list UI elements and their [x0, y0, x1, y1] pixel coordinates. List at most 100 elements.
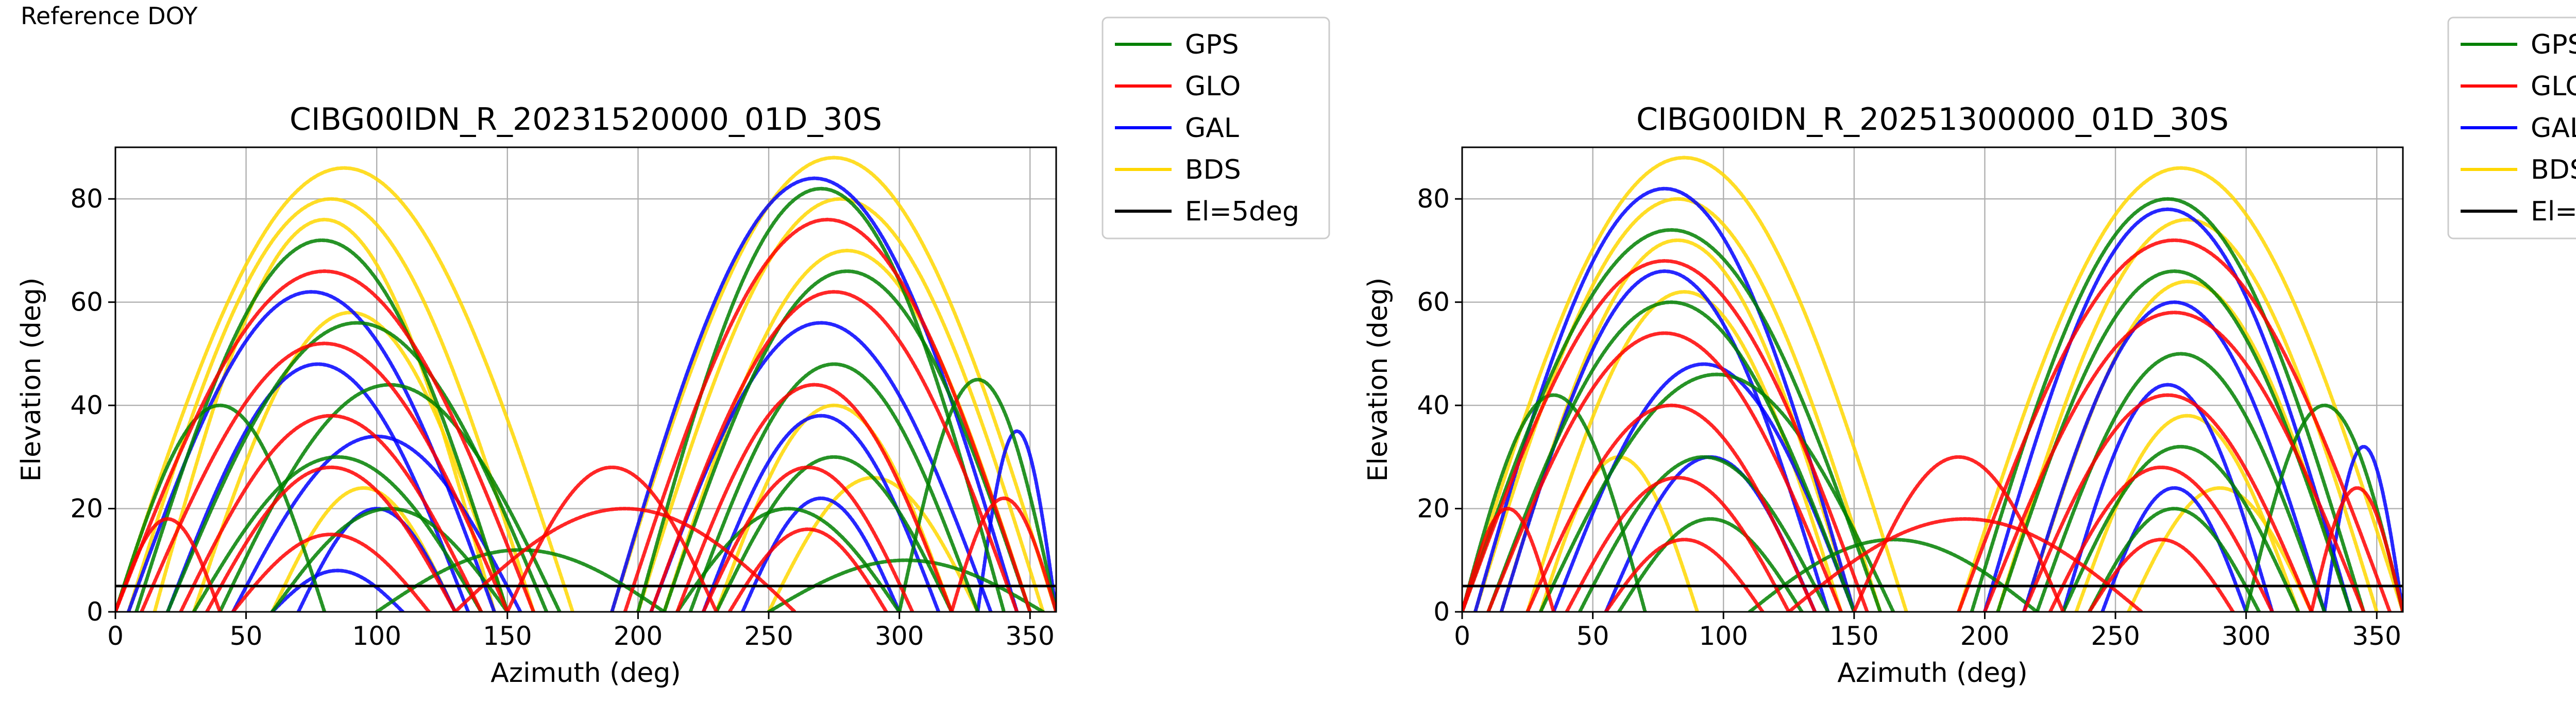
y-tick-label: 80 — [70, 184, 103, 214]
chart-title: CIBG00IDN_R_20251300000_01D_30S — [1636, 101, 2229, 138]
y-tick-label: 60 — [1417, 287, 1450, 317]
track-gal — [270, 569, 405, 612]
chart-panel-right: 0 50 100 150 200 250 300 350 0 20 40 60 80 CIBG00IDN_… — [1363, 16, 2576, 689]
y-tick-label: 20 — [70, 494, 103, 524]
track-gps — [1538, 372, 1895, 612]
y-tick-label: 40 — [1417, 390, 1450, 420]
plot-area — [1462, 156, 2403, 612]
track-glo — [205, 465, 457, 612]
track-bds — [2074, 414, 2300, 612]
track-gps — [1578, 455, 1830, 612]
x-tick-label: 200 — [614, 621, 663, 651]
track-glo — [1486, 331, 1843, 612]
track-glo — [1604, 538, 1765, 612]
track-glo — [1462, 259, 1869, 612]
track-glo — [950, 496, 1056, 612]
track-glo — [115, 517, 222, 612]
legend-label: GLO — [1185, 71, 1241, 102]
page-header-label: Reference DOY — [21, 2, 198, 30]
track-gal — [2061, 383, 2274, 612]
x-axis-label: Azimuth (deg) — [490, 658, 681, 689]
track-glo — [727, 527, 888, 612]
track-gps — [636, 186, 1006, 612]
track-gps — [115, 403, 327, 612]
track-glo — [1957, 238, 2392, 612]
x-tick-label: 150 — [1829, 621, 1878, 651]
x-tick-label: 0 — [107, 621, 124, 651]
x-tick-label: 0 — [1454, 621, 1470, 651]
track-glo — [1565, 475, 1791, 612]
legend-label: GAL — [2531, 113, 2576, 144]
track-glo — [623, 217, 1032, 612]
y-axis-label: Elevation (deg) — [1363, 278, 1394, 482]
track-bds — [192, 311, 510, 612]
track-gps — [192, 455, 483, 612]
y-tick-label: 60 — [70, 287, 103, 317]
track-gps — [1617, 517, 1804, 612]
legend: GPS GLO GAL BDS El=5deg — [1101, 16, 1330, 239]
legend-frame — [1101, 16, 1330, 239]
track-glo — [1462, 507, 1555, 612]
track-gps — [2087, 507, 2261, 612]
legend-label: GPS — [1185, 29, 1239, 60]
track-glo — [2087, 538, 2235, 612]
axes-frame — [1461, 146, 2404, 613]
track-gps — [1462, 228, 1883, 612]
track-glo — [701, 465, 914, 612]
track-gps — [675, 507, 902, 612]
legend-label: BDS — [1185, 155, 1241, 185]
track-gal — [1982, 207, 2353, 612]
track-gps — [2035, 352, 2327, 612]
track-glo — [505, 465, 719, 612]
track-glo — [179, 414, 483, 612]
legend-label: GLO — [2531, 71, 2576, 102]
track-bds — [662, 248, 1032, 612]
x-tick-label: 300 — [875, 621, 924, 651]
track-glo — [2310, 486, 2403, 612]
x-tick-label: 50 — [230, 621, 263, 651]
track-gps — [662, 269, 1032, 612]
track-gps — [1486, 300, 1856, 612]
legend-label: El=5deg — [1185, 196, 1299, 227]
y-tick-label: 40 — [70, 390, 103, 420]
x-tick-label: 150 — [483, 621, 532, 651]
track-glo — [649, 290, 1019, 612]
legend-label: GAL — [1185, 113, 1239, 144]
track-gal — [2022, 300, 2327, 612]
axes-frame — [114, 146, 1057, 613]
track-glo — [453, 507, 797, 612]
track-bds — [2126, 486, 2313, 612]
legend-label: BDS — [2531, 155, 2576, 185]
x-tick-label: 300 — [2222, 621, 2270, 651]
x-tick-label: 350 — [1006, 621, 1055, 651]
track-gps — [134, 238, 510, 612]
track-glo — [2022, 393, 2313, 612]
plot-area — [115, 156, 1056, 612]
y-tick-label: 80 — [1417, 184, 1450, 214]
track-glo — [1526, 403, 1817, 612]
y-tick-label: 0 — [87, 597, 103, 627]
chart-title: CIBG00IDN_R_20231520000_01D_30S — [290, 101, 882, 138]
x-tick-label: 350 — [2352, 621, 2401, 651]
y-tick-label: 0 — [1433, 597, 1450, 627]
legend: GPS GLO GAL BDS El=5deg — [2447, 16, 2576, 239]
track-gps — [688, 362, 980, 612]
track-glo — [231, 533, 431, 612]
x-tick-label: 250 — [744, 621, 793, 651]
track-glo — [1982, 311, 2366, 612]
y-axis-label: Elevation (deg) — [16, 278, 47, 482]
track-gal — [165, 362, 470, 612]
legend-label: El=5deg — [2531, 196, 2576, 227]
track-glo — [140, 341, 510, 612]
track-gps — [375, 548, 666, 612]
track-bds — [126, 197, 536, 612]
x-tick-label: 100 — [352, 621, 401, 651]
x-tick-label: 200 — [1960, 621, 2009, 651]
track-gps — [1462, 393, 1647, 612]
legend-label: GPS — [2531, 29, 2576, 60]
chart-panel-left: 0 50 100 150 200 250 300 350 0 20 40 60 80 CIBG00IDN_… — [16, 16, 1330, 689]
x-tick-label: 250 — [2091, 621, 2140, 651]
track-glo — [675, 383, 954, 612]
track-bds — [636, 197, 1045, 612]
